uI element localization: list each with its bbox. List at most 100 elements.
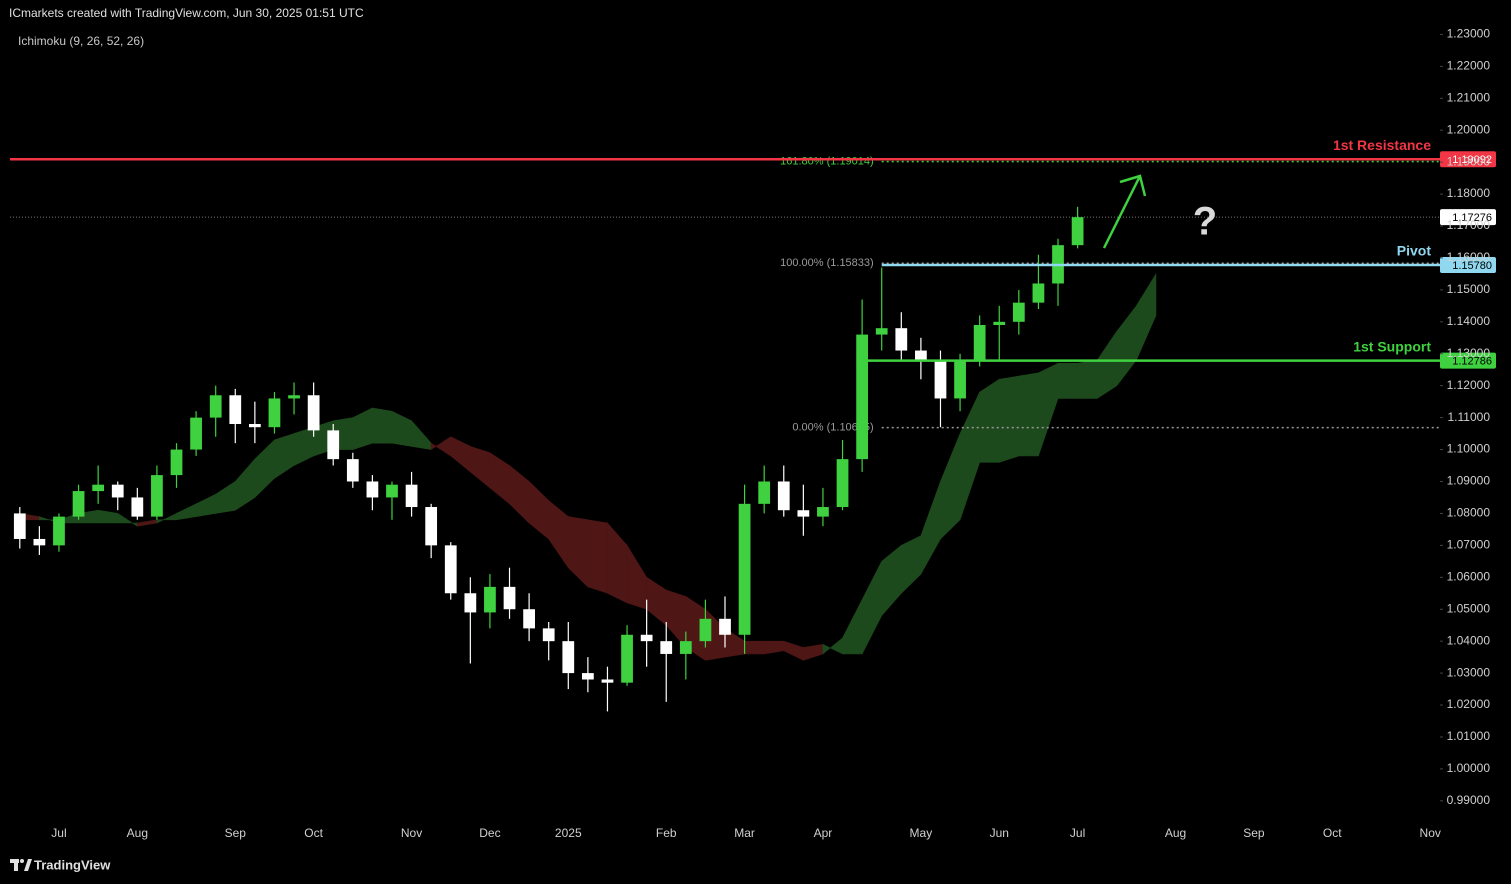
candle-body xyxy=(875,328,888,335)
y-tick-label: 1.15000 xyxy=(1447,282,1491,296)
price-tag xyxy=(1440,352,1496,369)
candle-body xyxy=(719,618,731,635)
x-tick-label: Apr xyxy=(814,826,833,840)
candle-body xyxy=(170,449,183,476)
y-tick-label: 1.17000 xyxy=(1447,218,1491,232)
candle-body xyxy=(13,513,26,539)
candle-body xyxy=(72,491,85,517)
candle-body xyxy=(895,328,908,351)
y-tick-label: 1.06000 xyxy=(1447,569,1491,583)
y-tick-label: 1.03000 xyxy=(1447,665,1491,679)
price-tag xyxy=(1440,151,1496,168)
price-tag-label: 1.15780 xyxy=(1452,260,1492,272)
annotation: ? xyxy=(1193,200,1217,244)
candle-body xyxy=(111,484,124,498)
y-tick-label: 1.23000 xyxy=(1447,27,1491,41)
candle-body xyxy=(817,507,829,517)
candle-body xyxy=(92,484,105,492)
candle-body xyxy=(934,360,947,399)
candle-body xyxy=(562,641,575,674)
candle-body xyxy=(405,484,418,508)
candle-body xyxy=(288,395,300,399)
candle-body xyxy=(484,586,496,613)
candle-body xyxy=(640,634,653,642)
level-name: Pivot xyxy=(1397,243,1432,259)
candle-body xyxy=(758,481,771,504)
cloud-segment xyxy=(979,378,1000,463)
y-tick-label: 1.22000 xyxy=(1447,58,1491,72)
candle-body xyxy=(327,430,340,460)
cloud-segment xyxy=(1077,359,1098,399)
header-bar xyxy=(0,0,1511,28)
x-tick-label: Dec xyxy=(479,826,500,840)
last-price-label: 1.17276 xyxy=(1452,212,1492,224)
x-tick-label: Oct xyxy=(1323,826,1342,840)
candle-body xyxy=(915,350,927,361)
x-tick-label: Sep xyxy=(225,826,247,840)
x-tick-label: Sep xyxy=(1243,826,1265,840)
y-tick-label: 1.00000 xyxy=(1447,761,1491,775)
candle-body xyxy=(542,628,555,642)
x-tick-label: Nov xyxy=(401,826,422,840)
x-tick-label: Aug xyxy=(1165,826,1186,840)
candle-body xyxy=(307,395,320,431)
candle-body xyxy=(1012,302,1025,322)
candle-body xyxy=(582,673,594,680)
candle-body xyxy=(836,459,849,508)
candle-body xyxy=(190,417,202,450)
candle-body xyxy=(699,618,712,642)
candle-body xyxy=(33,538,46,546)
plot-area: 161.80% (1.19014) 100.00% (1.15833) 0.00% … xyxy=(10,137,1496,712)
y-tick-label: 1.12000 xyxy=(1447,378,1491,392)
x-tick-label: Mar xyxy=(734,826,755,840)
y-tick-label: 1.16000 xyxy=(1447,250,1491,264)
indicator-label: Ichimoku (9, 26, 52, 26) xyxy=(18,34,144,48)
y-tick-label: 1.01000 xyxy=(1447,729,1491,743)
candle-body xyxy=(621,634,633,683)
footer-logo xyxy=(10,859,32,871)
cloud-segment xyxy=(1136,272,1157,361)
candle-body xyxy=(346,459,359,482)
price-tag xyxy=(1440,256,1496,273)
candle-body xyxy=(601,679,614,683)
level-name: 1st Support xyxy=(1353,338,1431,354)
candle-body xyxy=(131,497,144,517)
last-price-tag xyxy=(1440,209,1496,226)
candle-body xyxy=(679,641,692,654)
candle-body xyxy=(660,641,673,654)
candle-body xyxy=(229,395,242,424)
price-tag-label: 1.19092 xyxy=(1452,154,1492,166)
candle-body xyxy=(954,360,966,399)
candle-body xyxy=(777,481,790,511)
chart-title: ICmarkets created with TradingView.com, … xyxy=(9,6,364,20)
y-tick-label: 1.05000 xyxy=(1447,601,1491,615)
y-tick-label: 1.20000 xyxy=(1447,122,1491,136)
cloud-segment xyxy=(744,640,765,655)
candle-body xyxy=(268,398,281,428)
x-tick-label: Nov xyxy=(1420,826,1441,840)
y-tick-label: 1.11000 xyxy=(1448,410,1491,424)
candle-body xyxy=(1071,217,1084,246)
price-tag-label: 1.12786 xyxy=(1452,355,1492,367)
x-tick-label: Jul xyxy=(1070,826,1085,840)
x-tick-label: Aug xyxy=(127,826,148,840)
candle-body xyxy=(1032,283,1045,303)
candle-body xyxy=(248,424,261,428)
candle-body xyxy=(856,334,868,460)
x-tick-label: Feb xyxy=(656,826,677,840)
candle-body xyxy=(151,475,163,517)
y-tick-label: 1.04000 xyxy=(1447,633,1491,647)
x-tick-label: 2025 xyxy=(555,826,582,840)
fib-label: 161.80% (1.19014) xyxy=(780,156,874,168)
y-tick-label: 1.21000 xyxy=(1447,90,1491,104)
arrow-annotation xyxy=(1102,174,1147,249)
candle-body xyxy=(386,484,398,498)
x-tick-label: Jun xyxy=(990,826,1009,840)
y-tick-label: 1.14000 xyxy=(1447,314,1491,328)
candle-body xyxy=(366,481,379,498)
footer-brand: TradingView xyxy=(34,857,111,872)
y-tick-label: 1.18000 xyxy=(1447,186,1491,200)
